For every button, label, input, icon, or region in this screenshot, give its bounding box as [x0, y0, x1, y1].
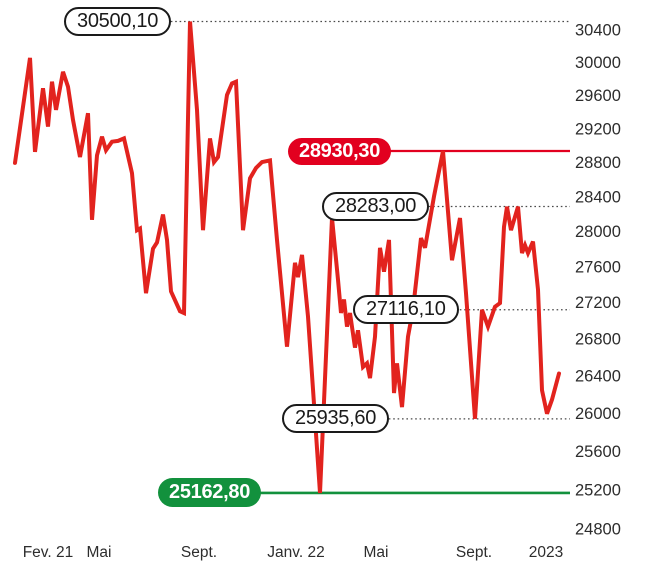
price-line: [13, 21, 561, 494]
y-tick-label: 28800: [575, 154, 621, 172]
x-tick-label: Mai: [87, 544, 112, 561]
y-tick-label: 26800: [575, 330, 621, 348]
y-tick-label: 28400: [575, 188, 621, 206]
y-tick-label: 25200: [575, 481, 621, 499]
y-tick-label: 27600: [575, 258, 621, 276]
badge-support-25162: 25162,80: [158, 478, 262, 508]
y-tick-label: 26400: [575, 367, 621, 385]
y-tick-label: 27200: [575, 294, 621, 312]
badge-level-27116: 27116,10: [353, 295, 459, 325]
badge-high-30500: 30500,10: [64, 7, 172, 36]
y-tick-label: 26000: [575, 405, 621, 423]
y-tick-label: 29200: [575, 120, 621, 138]
badge-high-30500-label: 30500,10: [77, 10, 159, 32]
x-tick-label: Mai: [364, 544, 389, 561]
y-tick-label: 25600: [575, 443, 621, 461]
badge-resistance-28930: 28930,30: [288, 137, 392, 165]
badge-resistance-28930-label: 28930,30: [299, 139, 381, 162]
y-tick-label: 30000: [575, 54, 621, 72]
badge-level-28283-label: 28283,00: [335, 194, 417, 217]
x-tick-label: Fev. 21: [23, 544, 74, 561]
badge-support-25162-label: 25162,80: [169, 481, 251, 504]
y-tick-label: 29600: [575, 87, 621, 105]
x-tick-label: 2023: [529, 544, 563, 561]
y-tick-label: 28000: [575, 223, 621, 241]
badge-level-27116-label: 27116,10: [366, 298, 446, 321]
x-tick-label: Sept.: [181, 544, 217, 561]
x-tick-label: Janv. 22: [267, 544, 324, 561]
badge-level-25935: 25935,60: [282, 404, 390, 434]
x-tick-label: Sept.: [456, 544, 492, 561]
badge-level-25935-label: 25935,60: [295, 407, 377, 430]
badge-level-28283: 28283,00: [322, 191, 430, 221]
y-tick-label: 24800: [575, 521, 621, 539]
y-tick-label: 30400: [575, 22, 621, 40]
